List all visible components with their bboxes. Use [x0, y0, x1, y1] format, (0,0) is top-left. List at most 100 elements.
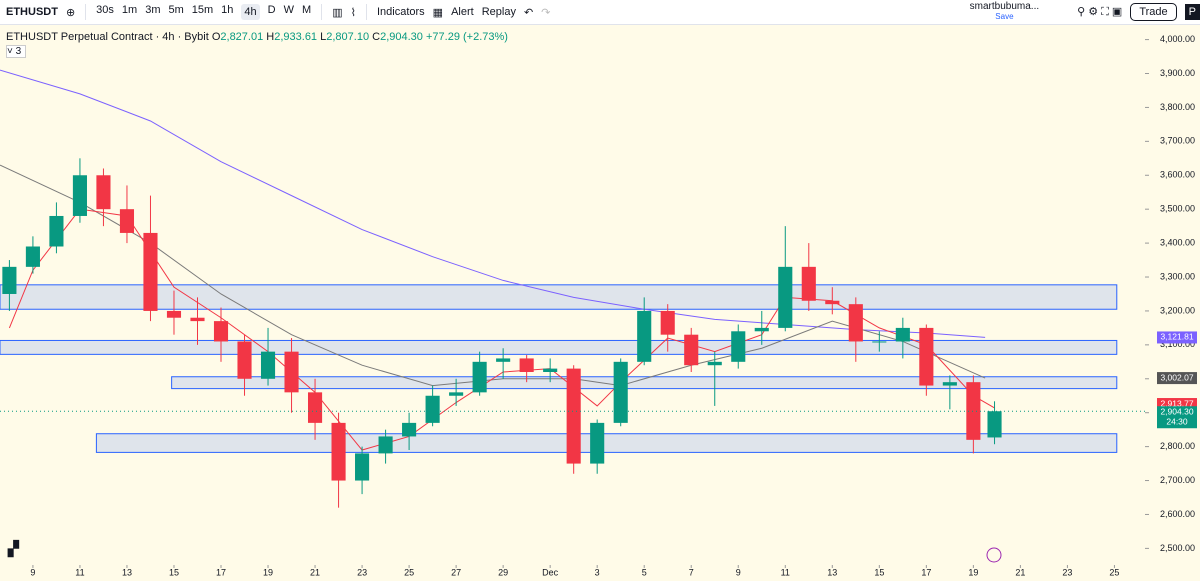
candle-body [754, 327, 769, 332]
collapsed-count: 3 [15, 46, 22, 57]
candle-body [778, 266, 793, 328]
x-tick-label: 23 [357, 567, 367, 577]
ohlc-label: C [372, 31, 381, 43]
y-tick-label: 3,200.00 [1160, 305, 1195, 315]
collapsed[interactable]: ˅ 3 [6, 45, 26, 58]
interval[interactable]: 3m [145, 4, 161, 16]
interval[interactable]: 30s [96, 4, 114, 16]
zone [0, 339, 1118, 355]
trade[interactable]: Trade [1130, 3, 1177, 21]
separator [321, 4, 323, 20]
price-label: 2,904.30 [1160, 406, 1193, 416]
x-tick-label: Dec [542, 567, 559, 577]
interval[interactable]: 1m [121, 4, 138, 16]
interval[interactable]: W [283, 4, 295, 16]
interval[interactable]: 4h [241, 4, 260, 20]
candle-body [472, 361, 487, 393]
layout-name[interactable]: smartbubuma... Save [966, 2, 1043, 22]
drawing[interactable]: ⌇ [350, 6, 356, 19]
x-tick-label: 29 [498, 567, 508, 577]
y-tick-label: 3,900.00 [1160, 68, 1195, 78]
x-tick-label: 25 [1109, 567, 1119, 577]
logo: ▞ [7, 540, 20, 558]
x-tick-label: 19 [263, 567, 273, 577]
candle-body [449, 392, 464, 396]
candle-body [613, 361, 628, 423]
undo[interactable]: ↶ [523, 6, 534, 19]
layouts[interactable]: ▦ [432, 6, 444, 19]
candle-body [119, 209, 135, 233]
user: smartbubuma... [969, 1, 1040, 12]
candle-body [848, 304, 863, 342]
y-tick-label: 3,300.00 [1160, 271, 1195, 281]
candle-body [190, 317, 205, 322]
alert[interactable]: Alert [451, 6, 474, 18]
publish[interactable]: P [1184, 4, 1200, 20]
candle-body [402, 422, 417, 437]
candle-body [260, 351, 276, 379]
interval[interactable]: 5m [168, 4, 184, 16]
candle-body [543, 368, 558, 372]
candle-body [143, 232, 158, 311]
ohlc-value: 2,807.10 [326, 31, 370, 43]
ohlc-label: L [320, 31, 327, 43]
candle-body [872, 341, 887, 343]
y-tick-label: 3,600.00 [1160, 170, 1195, 180]
chart-type[interactable]: ▥ [332, 6, 343, 19]
y-tick-label: 2,700.00 [1160, 475, 1195, 485]
y-tick-label: 2,800.00 [1160, 441, 1195, 451]
change: +77.29 (+2.73%) [425, 31, 508, 43]
candle-body [825, 300, 840, 305]
add-symbol[interactable]: ⊕ [65, 6, 76, 19]
separator [365, 4, 367, 20]
countdown: 24:30 [1166, 416, 1188, 426]
x-tick-label: 5 [642, 567, 647, 577]
ohlc-value: 2,933.61 [274, 31, 318, 43]
candle-body [801, 266, 816, 301]
candle-body [942, 382, 957, 386]
candle-body [637, 310, 652, 362]
indicators[interactable]: Indicators [376, 6, 425, 18]
candle-body [707, 361, 722, 366]
price-label-bg [1157, 372, 1197, 385]
candle-body [49, 215, 64, 247]
price-label: 3,121.81 [1160, 332, 1193, 342]
x-tick-label: 15 [169, 567, 179, 577]
interval[interactable]: 15m [191, 4, 214, 16]
replay[interactable]: Replay [481, 6, 516, 18]
separator [85, 4, 87, 20]
candle-body [213, 321, 229, 342]
candle-body [2, 266, 17, 294]
y-tick-label: 3,400.00 [1160, 237, 1195, 247]
price-label: 2,913.77 [1160, 398, 1193, 408]
intervals: 30s 1m 3m 5m 15m 1h 4h D W M [92, 4, 315, 20]
interval[interactable]: D [267, 4, 276, 16]
x-tick-label: 21 [310, 567, 320, 577]
y-tick-label: 3,500.00 [1160, 204, 1195, 214]
candle-body [378, 436, 393, 454]
candle-body [987, 411, 1002, 438]
zone [0, 284, 1118, 310]
x-tick-label: 19 [968, 567, 978, 577]
candle-body [284, 351, 299, 393]
x-tick-label: 9 [736, 567, 741, 577]
x-tick-label: 15 [874, 567, 884, 577]
candle-body [684, 334, 699, 366]
candle-body [660, 310, 675, 335]
redo[interactable]: ↷ [541, 6, 551, 19]
save[interactable]: Save [995, 12, 1014, 21]
x-tick-label: 25 [404, 567, 414, 577]
moving-average [0, 69, 986, 338]
symbol[interactable]: ETHUSDT [6, 6, 58, 18]
candle-body [237, 341, 252, 379]
ohlc-label: O [211, 31, 221, 43]
candle-body [895, 327, 910, 342]
x-tick-label: 21 [1015, 567, 1025, 577]
axis-bg [1145, 25, 1200, 581]
candle-body [425, 395, 440, 423]
interval[interactable]: M [302, 4, 312, 16]
tools[interactable]: ⚲ ⚙ ⛶ ▣ [1077, 6, 1123, 18]
interval[interactable]: 1h [221, 4, 234, 16]
x-tick-label: 13 [122, 567, 132, 577]
